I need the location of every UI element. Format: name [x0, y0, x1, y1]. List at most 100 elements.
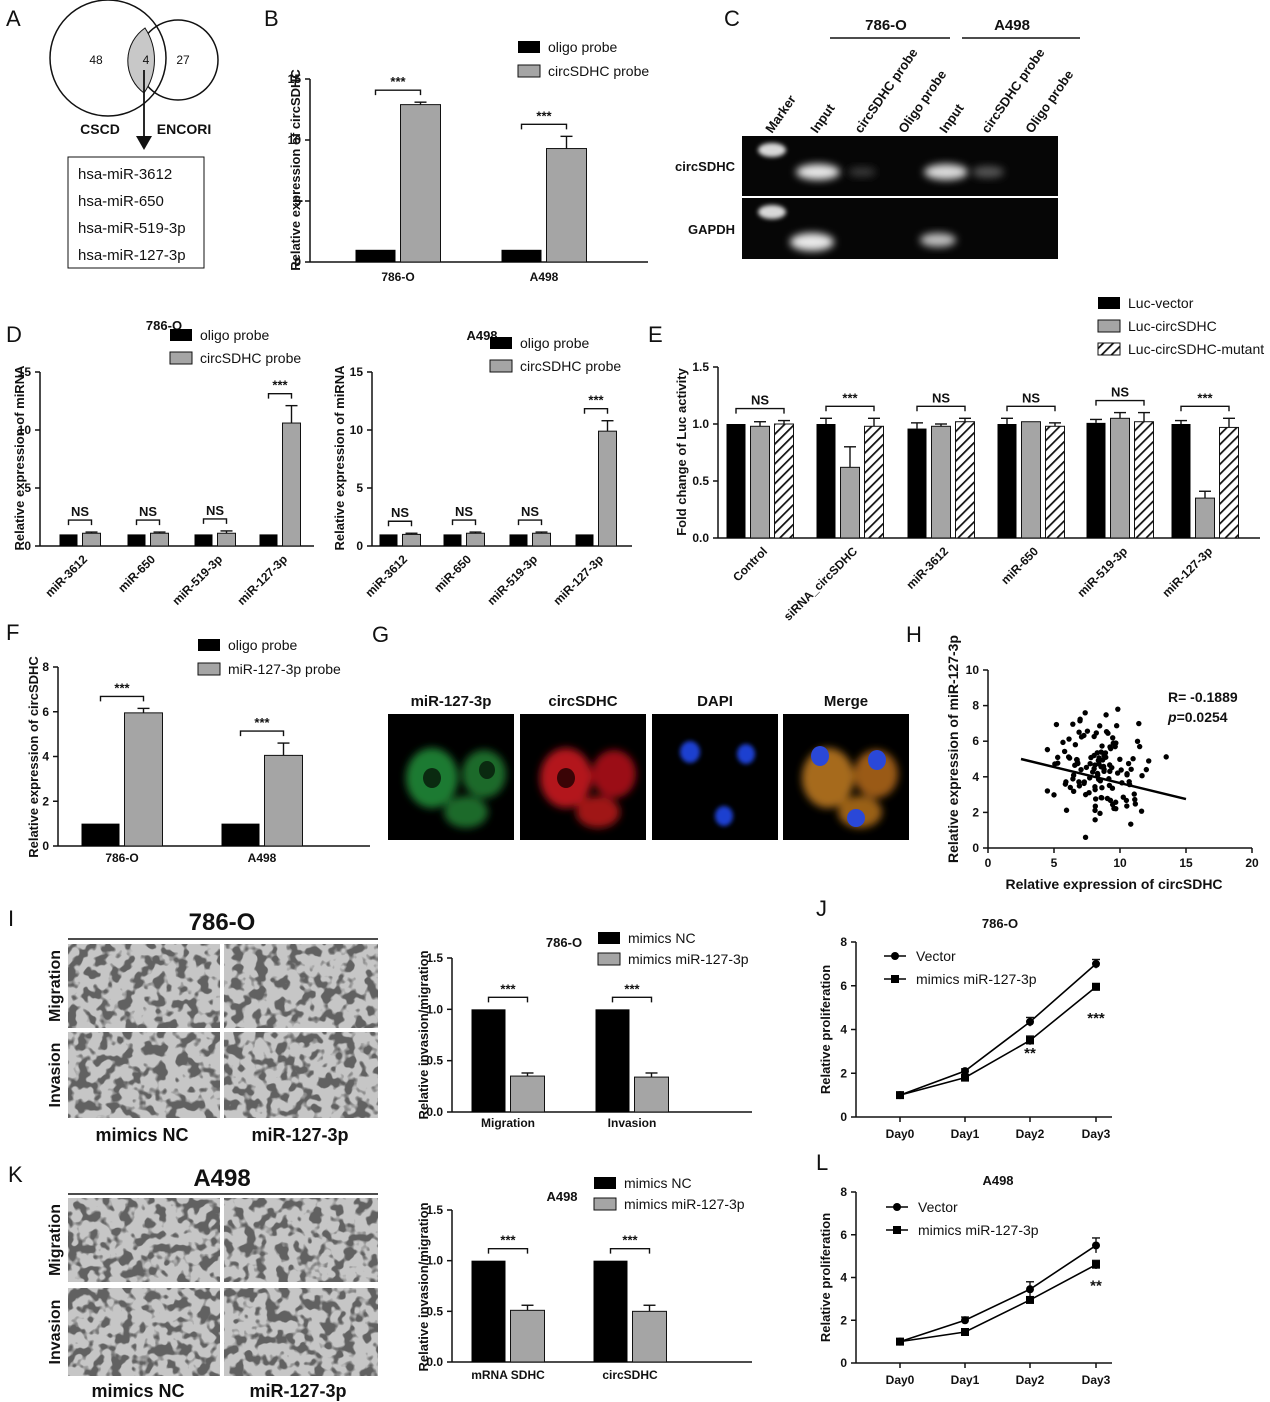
- x-tick-label: Day2: [1016, 1373, 1045, 1387]
- legend-label: oligo probe: [200, 327, 269, 343]
- y-tick-label: 0: [972, 841, 979, 855]
- gel-lane-label: Input: [936, 101, 967, 136]
- significance-bracket: [916, 405, 966, 412]
- chart-title: 786-O: [546, 935, 582, 950]
- gel-band: [758, 143, 786, 157]
- fish-merge-nucleus: [847, 809, 865, 827]
- significance-bracket: [135, 519, 161, 526]
- chart-title: A498: [546, 1189, 577, 1204]
- x-tick-label: 15: [1179, 856, 1193, 870]
- significance-label: ***: [500, 1233, 516, 1248]
- scatter-point: [1094, 750, 1100, 756]
- significance-bracket: [609, 1247, 651, 1254]
- significance-bracket: [1006, 405, 1056, 412]
- data-point: [961, 1073, 969, 1082]
- mirna-item: hsa-miR-3612: [78, 166, 172, 183]
- fish-merge-nucleus: [811, 746, 829, 766]
- scatter-point: [1076, 779, 1082, 785]
- significance-bracket: [387, 520, 413, 527]
- chart-h: 0 5 10 15 20 0 2 4 6 8 10 Relative expression of ci…: [945, 635, 1259, 892]
- panel-label-l: L: [816, 1150, 828, 1175]
- scatter-point: [1131, 791, 1137, 797]
- panel-label-a: A: [6, 6, 21, 31]
- legend-swatch: [598, 932, 620, 944]
- scatter-point: [1117, 756, 1123, 762]
- panel-c: C 786-O A498 Marker Input circSDHC probe…: [675, 6, 1080, 259]
- bar: [726, 424, 746, 538]
- scatter-point: [1054, 754, 1061, 761]
- legend-marker: [891, 952, 899, 960]
- scatter-point: [1092, 817, 1098, 823]
- transwell-col-label: miR-127-3p: [249, 1381, 346, 1401]
- transwell-col-label: miR-127-3p: [251, 1125, 348, 1145]
- legend-label: oligo probe: [520, 335, 589, 351]
- bar: [194, 534, 213, 546]
- bar: [127, 534, 146, 546]
- scatter-point: [1114, 770, 1121, 776]
- scatter-point: [1106, 762, 1113, 768]
- gel-band: [848, 167, 876, 177]
- significance-label: ***: [588, 393, 604, 408]
- y-tick-label: 2: [840, 1313, 847, 1327]
- significance-label: ***: [622, 1233, 638, 1248]
- significance-bracket: [99, 695, 145, 702]
- scatter-point: [1132, 796, 1138, 803]
- scatter-point: [1066, 736, 1072, 742]
- x-tick-label: Migration: [481, 1116, 535, 1130]
- transwell-row-label: Invasion: [47, 1300, 64, 1365]
- x-tick-label: miR-650: [998, 544, 1041, 587]
- bar: [402, 533, 421, 547]
- venn-right-label: ENCORI: [157, 121, 211, 137]
- scatter-point: [1065, 754, 1072, 760]
- scatter-point: [1044, 788, 1051, 794]
- transwell-col-label: mimics NC: [91, 1381, 184, 1401]
- scatter-point: [1136, 720, 1142, 727]
- scatter-point: [1104, 795, 1111, 802]
- y-tick-label: 0: [294, 255, 301, 269]
- x-tick-label: 786-O: [381, 270, 414, 284]
- panel-label-k: K: [8, 1162, 23, 1187]
- y-tick-label: 10: [18, 423, 32, 437]
- scatter-point: [1088, 754, 1094, 761]
- scatter-point: [1044, 746, 1051, 753]
- gel-group-label: A498: [994, 17, 1030, 34]
- bar: [264, 754, 303, 847]
- scatter-point: [1053, 721, 1060, 728]
- y-tick-label: 6: [42, 705, 49, 719]
- bar: [466, 532, 485, 547]
- correlation-p: p=0.0254: [1167, 709, 1228, 725]
- scatter-point: [1112, 799, 1119, 805]
- x-tick-label: Day3: [1082, 1373, 1111, 1387]
- significance-label: NS: [391, 505, 409, 520]
- y-tick-label: 0.0: [426, 1355, 443, 1369]
- chart-l: 0 2 4 6 8 Day0 Day1 Day2 Day3 Relative proliferat…: [818, 1173, 1112, 1387]
- transwell-cells: [68, 944, 220, 1028]
- data-point: [961, 1328, 969, 1337]
- bar: [59, 534, 78, 546]
- bar: [634, 1076, 669, 1113]
- x-tick-label: Day3: [1082, 1127, 1111, 1141]
- chart-title: 786-O: [982, 916, 1018, 931]
- p-value: =0.0254: [1177, 709, 1228, 725]
- panel-label-j: J: [816, 896, 827, 921]
- legend-label: miR-127-3p probe: [228, 661, 341, 677]
- y-tick-label: 8: [972, 699, 979, 713]
- gel-lane-label: Marker: [762, 92, 799, 136]
- gel-band: [972, 166, 1004, 178]
- legend-label: circSDHC probe: [548, 63, 649, 79]
- significance-label: NS: [455, 504, 473, 519]
- fish-nuclei: [680, 741, 755, 826]
- transwell-cells: [224, 1288, 378, 1376]
- legend-label: mimics miR-127-3p: [624, 1196, 745, 1212]
- transwell-cells: [68, 1288, 220, 1376]
- bar: [1021, 421, 1041, 539]
- scatter-point: [1163, 754, 1169, 760]
- data-point: [1092, 982, 1100, 991]
- y-axis-label: Relative expression of miRNA: [12, 365, 27, 551]
- significance-label: NS: [751, 393, 769, 408]
- scatter-point: [1076, 729, 1082, 735]
- fish-channel-label: circSDHC: [548, 693, 617, 710]
- y-tick-label: 4: [972, 770, 979, 784]
- y-tick-label: 0.5: [692, 474, 709, 488]
- y-tick-label: 1.0: [426, 1002, 443, 1016]
